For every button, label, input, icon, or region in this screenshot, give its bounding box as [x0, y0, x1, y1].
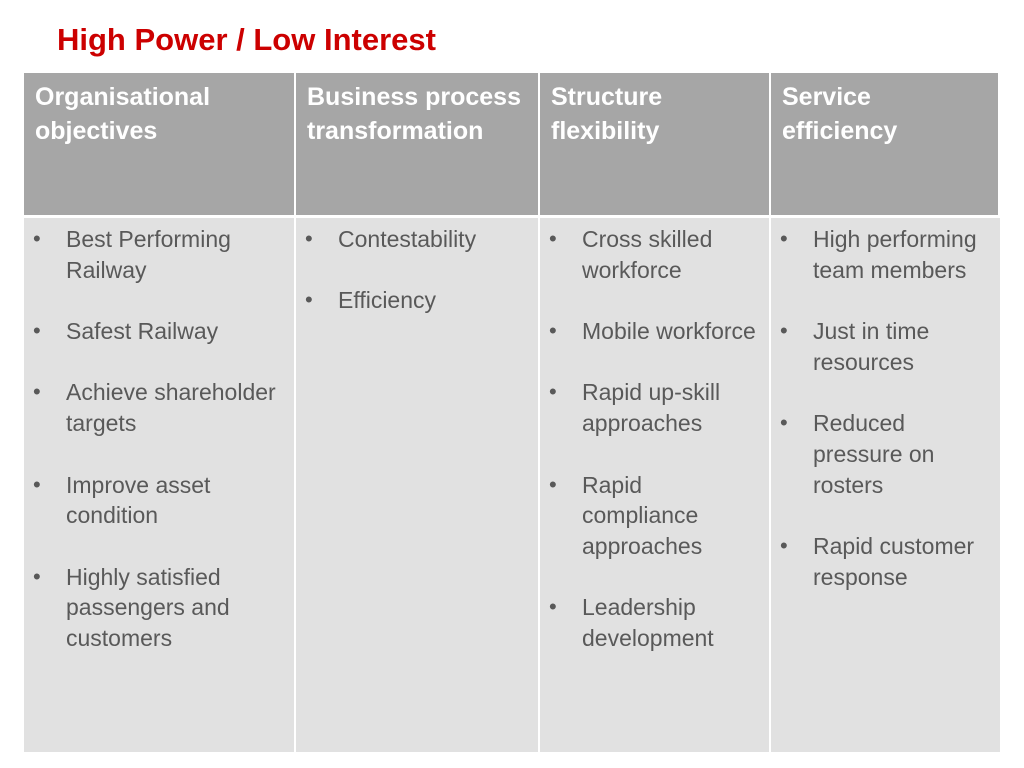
list-item: Just in time resources	[771, 316, 994, 377]
column-header-organisational-objectives: Organisational objectives	[24, 73, 296, 218]
slide-title: High Power / Low Interest	[57, 22, 436, 57]
column-header-business-process-transformation: Business process transformation	[296, 73, 540, 218]
column-body-business-process-transformation: Contestability Efficiency	[296, 218, 540, 752]
column-header-service-efficiency: Service efficiency	[771, 73, 1000, 218]
column-body-structure-flexibility: Cross skilled workforce Mobile workforce…	[540, 218, 771, 752]
column-header-structure-flexibility: Structure flexibility	[540, 73, 771, 218]
bullet-list: High performing team members Just in tim…	[771, 224, 994, 592]
bullet-list: Cross skilled workforce Mobile workforce…	[540, 224, 763, 654]
list-item: High performing team members	[771, 224, 994, 285]
column-body-organisational-objectives: Best Performing Railway Safest Railway A…	[24, 218, 296, 752]
list-item: Efficiency	[296, 285, 532, 316]
list-item: Leadership development	[540, 592, 763, 653]
list-item: Safest Railway	[24, 316, 288, 347]
list-item: Highly satisfied passengers and customer…	[24, 562, 288, 654]
list-item: Achieve shareholder targets	[24, 377, 288, 438]
list-item: Cross skilled workforce	[540, 224, 763, 285]
bullet-list: Best Performing Railway Safest Railway A…	[24, 224, 288, 654]
list-item: Mobile workforce	[540, 316, 763, 347]
list-item: Rapid compliance approaches	[540, 470, 763, 562]
column-body-service-efficiency: High performing team members Just in tim…	[771, 218, 1000, 752]
list-item: Improve asset condition	[24, 470, 288, 531]
list-item: Best Performing Railway	[24, 224, 288, 285]
objectives-table: Organisational objectives Business proce…	[24, 73, 1000, 752]
list-item: Contestability	[296, 224, 532, 255]
list-item: Rapid customer response	[771, 531, 994, 592]
bullet-list: Contestability Efficiency	[296, 224, 532, 316]
list-item: Reduced pressure on rosters	[771, 408, 994, 500]
list-item: Rapid up-skill approaches	[540, 377, 763, 438]
